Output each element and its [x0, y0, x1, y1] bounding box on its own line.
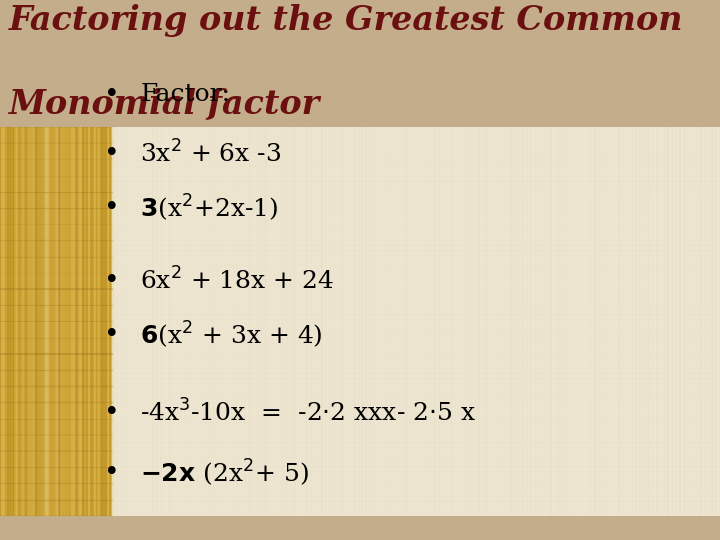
Text: •: •: [104, 460, 120, 485]
Text: •: •: [104, 195, 120, 221]
Text: •: •: [104, 400, 120, 426]
Text: •: •: [104, 322, 120, 348]
Text: -4x$^3$-10x  =  -2$\cdot$2 xxx- 2$\cdot$5 x: -4x$^3$-10x = -2$\cdot$2 xxx- 2$\cdot$5 …: [140, 400, 477, 427]
FancyBboxPatch shape: [0, 127, 112, 516]
Text: 6x$^2$ + 18x + 24: 6x$^2$ + 18x + 24: [140, 267, 335, 294]
Text: Monomial factor: Monomial factor: [9, 87, 320, 120]
Text: •: •: [104, 141, 120, 167]
Text: $\mathbf{3}$(x$^2$+2x-1): $\mathbf{3}$(x$^2$+2x-1): [140, 192, 279, 224]
FancyBboxPatch shape: [0, 516, 720, 540]
Text: $\mathbf{-2x}$ (2x$^2$+ 5): $\mathbf{-2x}$ (2x$^2$+ 5): [140, 457, 309, 488]
Text: 3x$^2$ + 6x -3: 3x$^2$ + 6x -3: [140, 140, 282, 167]
Text: Factoring out the Greatest Common: Factoring out the Greatest Common: [9, 4, 683, 37]
Text: $\mathbf{6}$(x$^2$ + 3x + 4): $\mathbf{6}$(x$^2$ + 3x + 4): [140, 319, 323, 350]
Text: Factor:: Factor:: [140, 83, 230, 106]
FancyBboxPatch shape: [0, 0, 720, 127]
Text: •: •: [104, 268, 120, 294]
Text: •: •: [104, 82, 120, 107]
